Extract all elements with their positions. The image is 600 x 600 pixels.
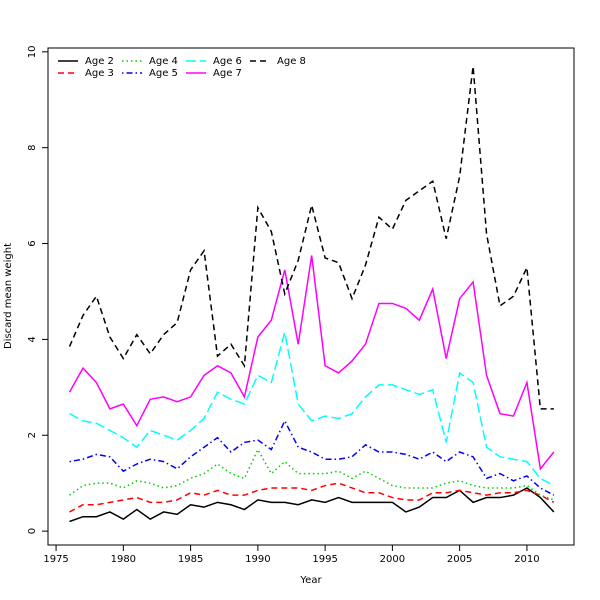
y-tick-label: 10 [27, 45, 38, 58]
y-tick-label: 8 [27, 145, 38, 151]
legend-label: Age 6 [213, 56, 242, 67]
plot-frame [47, 47, 575, 546]
y-tick-label: 0 [27, 528, 38, 534]
x-tick-label: 1990 [245, 554, 270, 565]
y-tick-label: 4 [27, 336, 38, 342]
series-line [69, 332, 555, 487]
legend-label: Age 8 [277, 56, 306, 67]
series-line [69, 419, 555, 496]
x-tick-label: 1975 [43, 554, 68, 565]
y-tick-label: 6 [27, 240, 38, 246]
legend-label: Age 4 [149, 56, 178, 67]
series-line [68, 255, 555, 471]
x-axis-label: Year [299, 575, 322, 586]
series-line [68, 66, 554, 410]
x-tick-label: 2010 [514, 554, 539, 565]
x-tick-label: 1985 [178, 554, 203, 565]
x-tick-label: 2000 [380, 554, 405, 565]
legend-label: Age 3 [85, 68, 114, 79]
y-axis-label: Discard mean weight [3, 243, 14, 349]
legend-label: Age 5 [149, 68, 178, 79]
x-tick-label: 2005 [447, 554, 472, 565]
series-line [69, 487, 555, 523]
legend-label: Age 2 [85, 56, 114, 67]
y-tick-label: 2 [27, 432, 38, 438]
legend-label: Age 7 [213, 68, 242, 79]
x-tick-label: 1995 [312, 554, 337, 565]
series-line [69, 482, 555, 513]
series-line [69, 447, 555, 501]
x-tick-label: 1980 [111, 554, 136, 565]
